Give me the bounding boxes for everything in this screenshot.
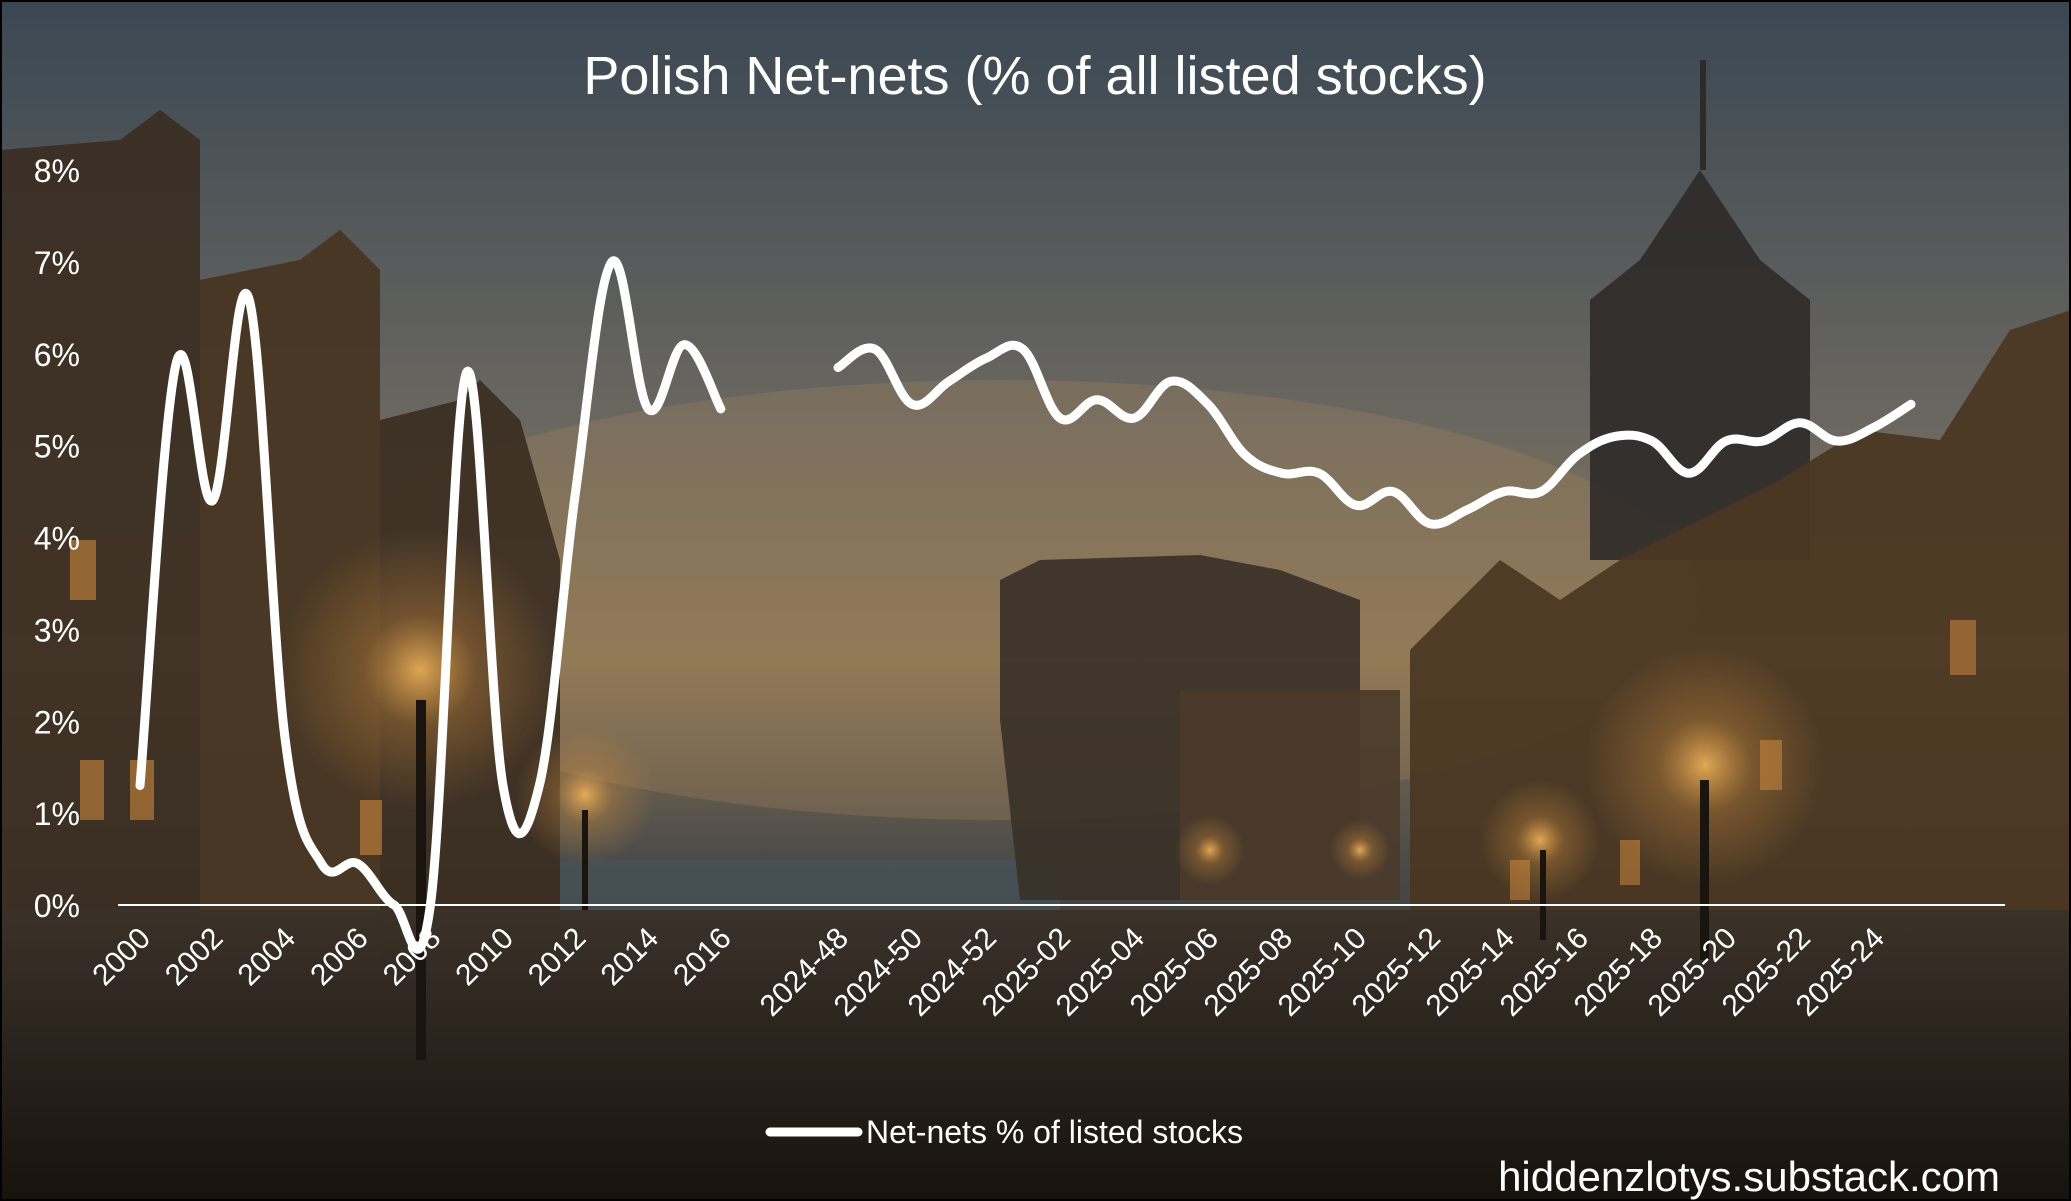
series-line-annual xyxy=(135,256,726,954)
y-tick-label: 3% xyxy=(34,612,80,648)
y-tick-label: 6% xyxy=(34,337,80,373)
chart-title: Polish Net-nets (% of all listed stocks) xyxy=(583,46,1486,106)
y-tick-label: 1% xyxy=(34,796,80,832)
y-tick-label: 8% xyxy=(34,153,80,189)
y-tick-label: 4% xyxy=(34,521,80,557)
watermark: hiddenzlotys.substack.com xyxy=(1498,1153,2000,1200)
legend-label: Net-nets % of listed stocks xyxy=(866,1114,1243,1150)
y-axis-tick-labels: 0% 1% 2% 3% 4% 5% 6% 7% 8% xyxy=(34,153,80,924)
y-tick-label: 0% xyxy=(34,888,80,924)
y-tick-label: 7% xyxy=(34,245,80,281)
y-tick-label: 2% xyxy=(34,704,80,740)
series-line-weekly xyxy=(833,340,1916,529)
legend: Net-nets % of listed stocks xyxy=(765,1114,1243,1150)
y-tick-label: 5% xyxy=(34,429,80,465)
